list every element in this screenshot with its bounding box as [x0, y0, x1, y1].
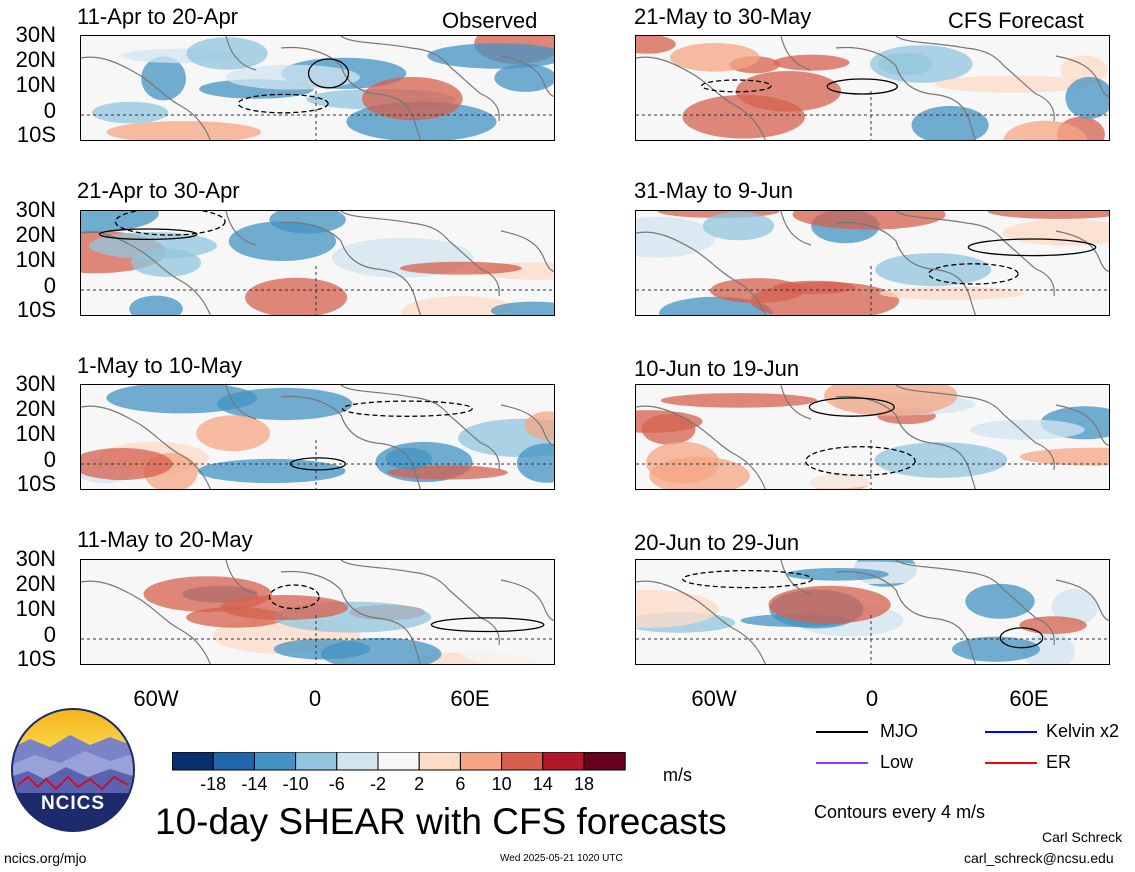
ncics-logo: NCICS	[10, 707, 136, 833]
panel-title: 1-May to 10-May	[77, 353, 243, 378]
legend-label-low: Low	[880, 752, 914, 772]
shear-anomaly-map	[81, 385, 554, 489]
latitude-label: 20N	[15, 47, 56, 72]
latitude-label: 10N	[15, 596, 56, 621]
legend-swatch-low	[816, 762, 868, 764]
colorbar-swatch	[583, 752, 626, 771]
shear-anomaly-map	[636, 211, 1109, 315]
footer-url[interactable]: ncics.org/mjo	[4, 850, 87, 866]
latitude-label: 20N	[15, 571, 56, 596]
footer-author: Carl Schreck	[1042, 829, 1123, 845]
colorbar-swatch	[501, 752, 544, 771]
footer-timestamp: Wed 2025-05-21 1020 UTC	[500, 853, 623, 864]
colorbar-swatch	[418, 752, 461, 771]
map-frame-p4	[80, 559, 555, 665]
latitude-label: 30N	[15, 371, 56, 396]
shear-anomaly-map	[636, 385, 1109, 489]
latitude-label: 0	[43, 447, 56, 472]
footer-email[interactable]: carl_schreck@ncsu.edu	[964, 850, 1114, 866]
latitude-label: 20N	[15, 222, 56, 247]
latitude-label: 10N	[15, 72, 56, 97]
legend-swatch-kelvin	[985, 731, 1037, 733]
panel-title: 31-May to 9-Jun	[634, 178, 793, 203]
colorbar-tick-label: -6	[328, 774, 345, 794]
shear-anomaly-map	[81, 36, 554, 140]
colorbar-swatch	[377, 752, 420, 771]
colorbar-swatch	[336, 752, 379, 771]
logo-text: NCICS	[40, 793, 106, 814]
colorbar-tick-label: 2	[414, 774, 425, 794]
panel-title: 20-Jun to 29-Jun	[634, 530, 800, 555]
legend-label-er: ER	[1046, 752, 1072, 772]
latitude-label: 30N	[15, 22, 56, 47]
colorbar-tick-label: -18	[200, 774, 227, 794]
colorbar-tick-label: -10	[282, 774, 309, 794]
shear-anomaly-map	[636, 560, 1109, 664]
ncics-logo-icon	[11, 708, 135, 832]
panel-title: 11-Apr to 20-Apr	[77, 4, 239, 29]
colorbar-swatch	[542, 752, 585, 771]
colorbar-tick-label: -2	[369, 774, 387, 794]
panel-title: 11-May to 20-May	[77, 527, 253, 552]
map-frame-p8	[635, 559, 1110, 665]
latitude-label: 0	[43, 273, 56, 298]
map-frame-p5	[635, 35, 1110, 141]
colorbar-swatch	[459, 752, 503, 771]
map-frame-p1	[80, 35, 555, 141]
panel-title: 21-May to 30-May	[634, 4, 812, 29]
latitude-label: 0	[43, 622, 56, 647]
figure-title: 10-day SHEAR with CFS forecasts	[155, 801, 727, 842]
panel-tag: CFS Forecast	[948, 8, 1084, 33]
latitude-label: 10N	[15, 247, 56, 272]
lon-label-left-60e: 60E	[450, 686, 490, 711]
latitude-label: 10S	[16, 122, 56, 147]
legend-swatch-er	[985, 762, 1037, 764]
legend-contours-note: Contours every 4 m/s	[814, 802, 986, 822]
latitude-label: 30N	[15, 197, 56, 222]
lon-label-right-0: 0	[865, 686, 879, 711]
latitude-label: 10S	[16, 297, 56, 322]
colorbar-tick-label: 6	[455, 774, 466, 794]
latitude-label: 30N	[15, 546, 56, 571]
colorbar-units: m/s	[663, 765, 692, 785]
colorbar-swatches	[172, 752, 626, 771]
map-frame-p7	[635, 384, 1110, 490]
latitude-label: 0	[43, 98, 56, 123]
colorbar-swatch	[172, 752, 214, 771]
lon-label-right-60w: 60W	[691, 686, 737, 711]
latitude-label: 10S	[16, 471, 56, 496]
latitude-label: 20N	[15, 396, 56, 421]
panel-tag: Observed	[442, 8, 538, 33]
legend-label-mjo: MJO	[880, 721, 918, 741]
latitude-label: 10N	[15, 421, 56, 446]
colorbar-tick-label: -14	[241, 774, 268, 794]
shear-anomaly-map	[81, 560, 554, 664]
map-frame-p3	[80, 384, 555, 490]
lon-label-right-60e: 60E	[1009, 686, 1049, 711]
colorbar-swatch	[212, 752, 255, 771]
lon-label-left-60w: 60W	[133, 686, 179, 711]
lon-label-left-0: 0	[308, 686, 322, 711]
legend-label-kelvin: Kelvin x2	[1046, 721, 1120, 741]
map-frame-p6	[635, 210, 1110, 316]
panel-title: 21-Apr to 30-Apr	[77, 178, 240, 203]
colorbar-swatch	[295, 752, 338, 771]
shear-anomaly-map	[636, 36, 1109, 140]
colorbar-tick-label: 14	[532, 774, 553, 794]
latitude-label: 10S	[16, 646, 56, 671]
colorbar-tick-label: 18	[573, 774, 595, 794]
panel-title: 10-Jun to 19-Jun	[634, 356, 800, 381]
legend-swatch-mjo	[816, 731, 868, 733]
colorbar-swatch	[253, 752, 297, 771]
shear-anomaly-map	[81, 211, 554, 315]
colorbar-tick-label: 10	[491, 774, 512, 794]
map-frame-p2	[80, 210, 555, 316]
